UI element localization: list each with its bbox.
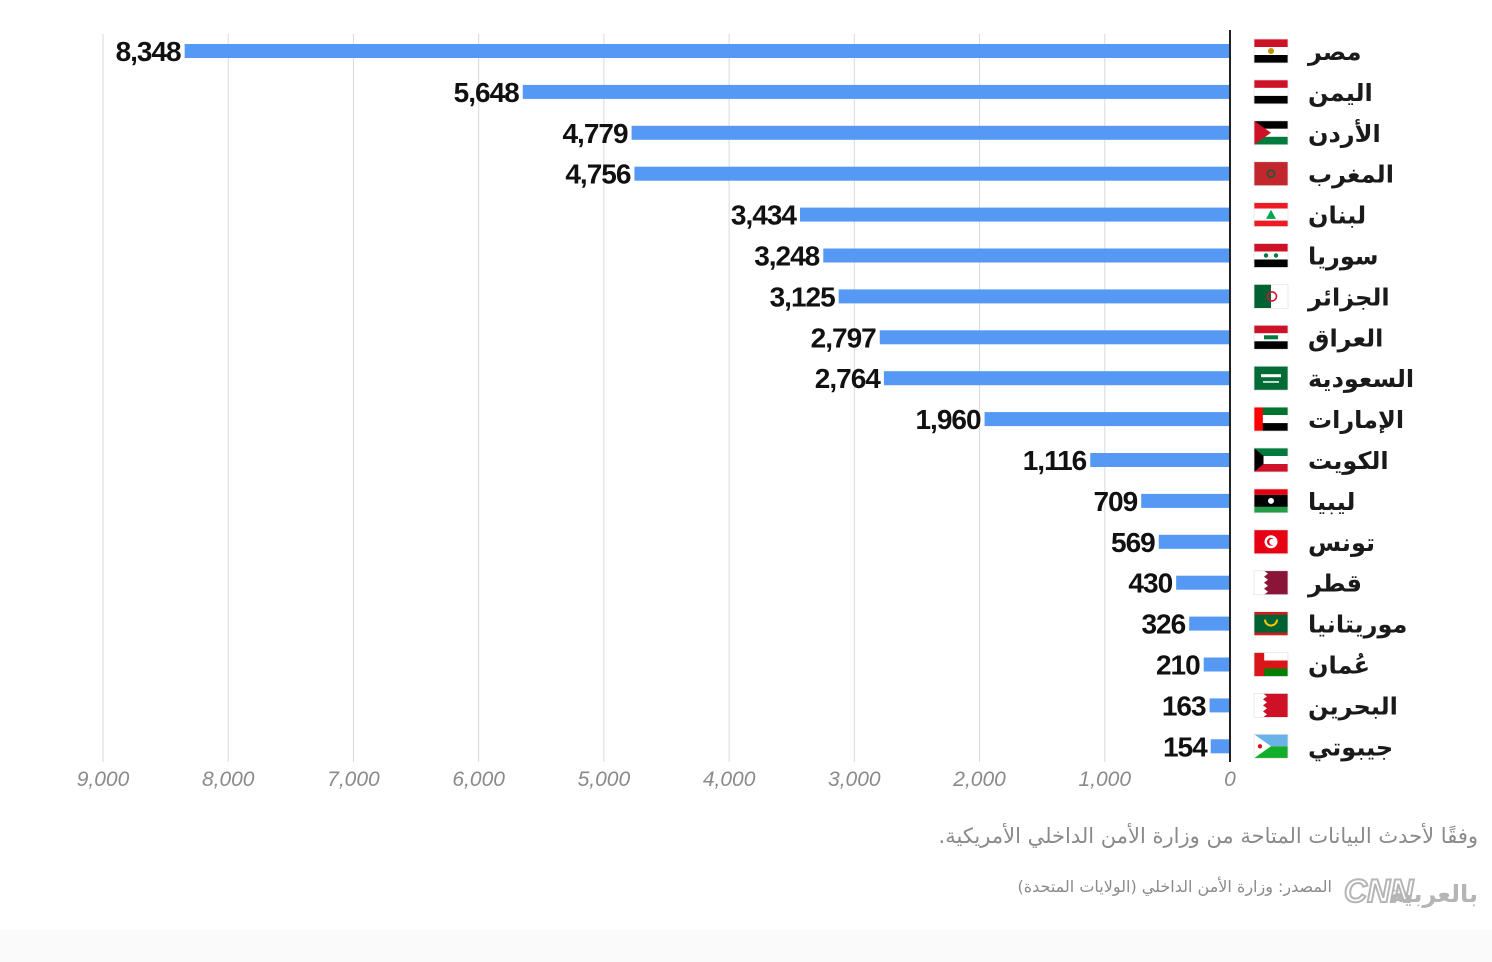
- libya-flag-icon: [1253, 488, 1289, 514]
- flags: [1253, 38, 1289, 759]
- bar-value-label: 3,248: [754, 241, 819, 272]
- bar-chart: 8,348 5,648 4,779 4,756 3,434 3,248 3,125 2,797…: [77, 30, 1414, 791]
- yemen-flag-icon: [1253, 79, 1289, 105]
- footer-source: المصدر: وزارة الأمن الداخلي (الولايات ال…: [1017, 877, 1333, 896]
- bar-value-label: 5,648: [454, 77, 519, 108]
- gridlines: [102, 34, 1106, 762]
- category-label: الجزائر: [1307, 283, 1390, 311]
- x-axis-ticks: 0 1,000 2,000 3,000 4,000 5,000 6,000 7,000 8,00…: [77, 768, 1236, 791]
- category-label: العراق: [1308, 324, 1383, 352]
- bar-value-label: 569: [1111, 527, 1155, 558]
- bar: [631, 125, 1230, 140]
- jordan-flag-icon: [1253, 120, 1289, 146]
- mauritania-flag-icon: [1253, 611, 1289, 636]
- lebanon-flag-icon: [1253, 202, 1289, 228]
- category-label: السعودية: [1308, 365, 1414, 393]
- bar: [838, 289, 1230, 304]
- x-tick-label: 7,000: [327, 768, 380, 791]
- bar-value-label: 8,348: [116, 36, 181, 67]
- syria-flag-icon: [1253, 243, 1289, 268]
- bar-value-label: 4,756: [565, 159, 630, 190]
- bar: [1158, 534, 1230, 549]
- bar: [879, 330, 1230, 345]
- category-label: سوريا: [1308, 243, 1379, 271]
- bar: [984, 412, 1230, 427]
- bar-value-label: 1,960: [915, 404, 980, 435]
- category-label: قطر: [1307, 570, 1362, 598]
- bar-value-label: 154: [1163, 731, 1208, 762]
- uae-flag-icon: [1253, 406, 1289, 432]
- brand-text: بالعربية: [1389, 880, 1478, 908]
- bar: [184, 44, 1230, 58]
- value-labels: 8,348 5,648 4,779 4,756 3,434 3,248 3,125 2,797…: [116, 36, 1210, 762]
- saudi-flag-icon: [1253, 365, 1289, 391]
- footer-note: وفقًا لأحدث البيانات المتاحة من وزارة ال…: [938, 824, 1478, 848]
- category-label: مصر: [1307, 38, 1361, 66]
- category-label: اليمن: [1308, 79, 1373, 107]
- bar-value-label: 3,434: [731, 200, 797, 231]
- bar: [799, 207, 1230, 222]
- brand-logo: CNN بالعربية: [1343, 872, 1478, 910]
- category-label: ليبيا: [1308, 488, 1355, 516]
- bar: [1210, 739, 1230, 754]
- x-tick-label: 5,000: [578, 768, 631, 791]
- category-label: لبنان: [1308, 202, 1366, 230]
- x-tick-label: 6,000: [452, 768, 505, 791]
- bar-value-label: 430: [1128, 568, 1172, 599]
- bar: [1176, 575, 1230, 590]
- bar-value-label: 3,125: [770, 281, 835, 312]
- kuwait-flag-icon: [1253, 447, 1289, 473]
- x-tick-label: 1,000: [1078, 768, 1131, 791]
- morocco-flag-icon: [1253, 161, 1289, 187]
- category-label: البحرين: [1308, 692, 1398, 720]
- bar-value-label: 1,116: [1023, 445, 1087, 476]
- category-label: موريتانيا: [1308, 611, 1407, 639]
- svg-text:CNN: CNN: [1344, 873, 1414, 909]
- egypt-flag-icon: [1253, 38, 1289, 64]
- bar-value-label: 326: [1141, 609, 1185, 640]
- bahrain-flag-icon: [1253, 693, 1289, 718]
- bar: [1090, 453, 1230, 467]
- category-label: الأردن: [1308, 119, 1381, 148]
- bars: [184, 44, 1230, 754]
- category-label: جيبوتي: [1308, 733, 1393, 761]
- bar: [522, 84, 1230, 99]
- tunisia-flag-icon: [1253, 529, 1289, 555]
- algeria-flag-icon: [1253, 283, 1289, 309]
- x-tick-label: 8,000: [202, 768, 255, 791]
- category-label: تونس: [1308, 529, 1375, 557]
- qatar-flag-icon: [1253, 570, 1289, 596]
- bar: [1189, 616, 1230, 631]
- bar: [1203, 657, 1230, 672]
- bar: [823, 248, 1230, 263]
- bar: [634, 166, 1230, 181]
- category-label: الكويت: [1308, 447, 1389, 475]
- bar-value-label: 210: [1156, 650, 1200, 681]
- bar: [1209, 698, 1230, 713]
- bar-value-label: 2,764: [815, 363, 881, 394]
- category-label: عُمان: [1308, 652, 1370, 680]
- bar: [883, 371, 1230, 386]
- x-tick-label: 3,000: [828, 768, 881, 791]
- bar-value-label: 4,779: [562, 118, 627, 149]
- x-tick-label: 9,000: [77, 768, 130, 791]
- category-label: المغرب: [1308, 161, 1394, 189]
- x-tick-label: 2,000: [952, 768, 1006, 791]
- bar-value-label: 709: [1093, 486, 1137, 517]
- bar-value-label: 163: [1162, 690, 1206, 721]
- footer-band: [0, 930, 1492, 962]
- djibouti-flag-icon: [1253, 733, 1289, 759]
- iraq-flag-icon: [1253, 324, 1289, 350]
- x-tick-label: 4,000: [703, 768, 756, 791]
- country-labels: مصر اليمن الأردن المغرب لبنان سوريا الجزائر الع…: [1307, 38, 1414, 761]
- bar-value-label: 2,797: [811, 322, 876, 353]
- category-label: الإمارات: [1308, 406, 1404, 434]
- x-tick-label: 0: [1224, 768, 1236, 791]
- bar: [1141, 493, 1230, 508]
- oman-flag-icon: [1253, 652, 1289, 677]
